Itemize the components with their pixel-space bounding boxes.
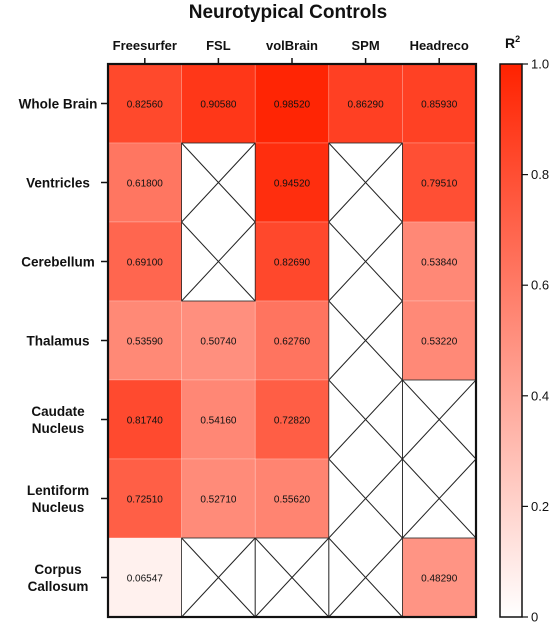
column-label: Freesurfer bbox=[113, 38, 177, 53]
heatmap-cell bbox=[254, 458, 330, 539]
row-label: Corpus Callosum bbox=[28, 562, 89, 594]
missing-cross-line bbox=[402, 458, 477, 539]
cell-value-label: 0.90580 bbox=[200, 100, 237, 111]
cell-value-label: 0.53220 bbox=[421, 337, 458, 348]
cell-value-label: 0.52710 bbox=[200, 495, 237, 506]
cell-value-label: 0.72820 bbox=[274, 416, 311, 427]
cell-value-label: 0.53840 bbox=[421, 258, 458, 269]
colorbar-tick-label: 0.2 bbox=[531, 499, 549, 514]
column-label: Headreco bbox=[410, 38, 469, 53]
column-label: volBrain bbox=[266, 38, 318, 53]
heatmap-cell bbox=[402, 537, 477, 618]
heatmap-cell bbox=[181, 458, 256, 539]
missing-cross-line bbox=[328, 142, 403, 223]
missing-cross-line bbox=[328, 379, 403, 460]
missing-cross-line bbox=[328, 458, 403, 539]
cell-value-label: 0.79510 bbox=[421, 179, 458, 190]
row-label: Lentiform Nucleus bbox=[27, 483, 89, 515]
heatmap-cell bbox=[254, 300, 330, 381]
cell-value-label: 0.94520 bbox=[274, 179, 311, 190]
missing-cross-line bbox=[328, 221, 403, 302]
colorbar-tick-label: 0 bbox=[531, 610, 538, 625]
heatmap-cell bbox=[181, 379, 256, 460]
axis-labels: Freesurfer FSL volBrain SPM Headreco Whole Br… bbox=[19, 38, 469, 594]
missing-cross-line bbox=[402, 379, 477, 460]
heatmap-cell bbox=[254, 221, 330, 302]
row-label: Caudate Nucleus bbox=[31, 404, 85, 436]
missing-cross-line bbox=[328, 537, 403, 618]
row-label: Ventricles bbox=[26, 176, 90, 191]
colorbar-title: R2 bbox=[505, 34, 520, 51]
cell-value-label: 0.48290 bbox=[421, 574, 458, 585]
cell-value-label: 0.55620 bbox=[274, 495, 311, 506]
row-label: Whole Brain bbox=[19, 97, 98, 112]
heatmap-cell bbox=[402, 300, 477, 381]
cell-value-label: 0.86290 bbox=[348, 100, 385, 111]
cell-value-label: 0.72510 bbox=[127, 495, 164, 506]
cell-value-label: 0.54160 bbox=[200, 416, 237, 427]
column-label: FSL bbox=[206, 38, 231, 53]
cell-value-label: 0.81740 bbox=[127, 416, 164, 427]
heatmap-cell bbox=[181, 63, 256, 144]
heatmap-cell bbox=[107, 537, 182, 618]
heatmap-grid: 0.82560 0.90580 0.98520 0.86290 0.85930 0.618… bbox=[106, 62, 478, 619]
cell-value-label: 0.61800 bbox=[127, 179, 164, 190]
row-label: Cerebellum bbox=[21, 255, 95, 270]
chart-title: Neurotypical Controls bbox=[189, 2, 387, 23]
colorbar-tick-label: 0.6 bbox=[531, 278, 549, 293]
heatmap-cell bbox=[254, 142, 330, 223]
missing-cross-line bbox=[181, 221, 256, 302]
colorbar-tick-label: 0.8 bbox=[531, 167, 549, 182]
heatmap-cell bbox=[107, 300, 182, 381]
heatmap-cell bbox=[402, 63, 477, 144]
heatmap-cell bbox=[402, 142, 477, 223]
cell-value-label: 0.85930 bbox=[421, 100, 458, 111]
column-label: SPM bbox=[352, 38, 380, 53]
heatmap-cell bbox=[328, 63, 403, 144]
heatmap-cell bbox=[181, 300, 256, 381]
heatmap-cell bbox=[254, 379, 330, 460]
missing-cross-line bbox=[181, 537, 256, 618]
row-label: Thalamus bbox=[26, 334, 89, 349]
cell-value-label: 0.62760 bbox=[274, 337, 311, 348]
missing-cross-line bbox=[328, 300, 403, 381]
cell-value-label: 0.50740 bbox=[200, 337, 237, 348]
heatmap-cell bbox=[402, 221, 477, 302]
cell-value-label: 0.53590 bbox=[127, 337, 164, 348]
colorbar-tick-label: 1.0 bbox=[531, 57, 549, 72]
colorbar: R2 0 0.2 0.4 0.6 0.8 1.0 bbox=[499, 34, 549, 625]
missing-cross-line bbox=[181, 142, 256, 223]
cell-value-label: 0.06547 bbox=[127, 574, 164, 585]
missing-cross-line bbox=[254, 537, 330, 618]
heatmap-cell bbox=[107, 63, 182, 144]
cell-value-label: 0.98520 bbox=[274, 100, 311, 111]
missing-cell-border bbox=[181, 142, 256, 302]
heatmap-cell bbox=[107, 142, 182, 223]
colorbar-gradient bbox=[499, 63, 523, 618]
cell-value-label: 0.82690 bbox=[274, 258, 311, 269]
cell-value-label: 0.82560 bbox=[127, 100, 164, 111]
cell-value-label: 0.69100 bbox=[127, 258, 164, 269]
colorbar-tick-label: 0.4 bbox=[531, 388, 549, 403]
